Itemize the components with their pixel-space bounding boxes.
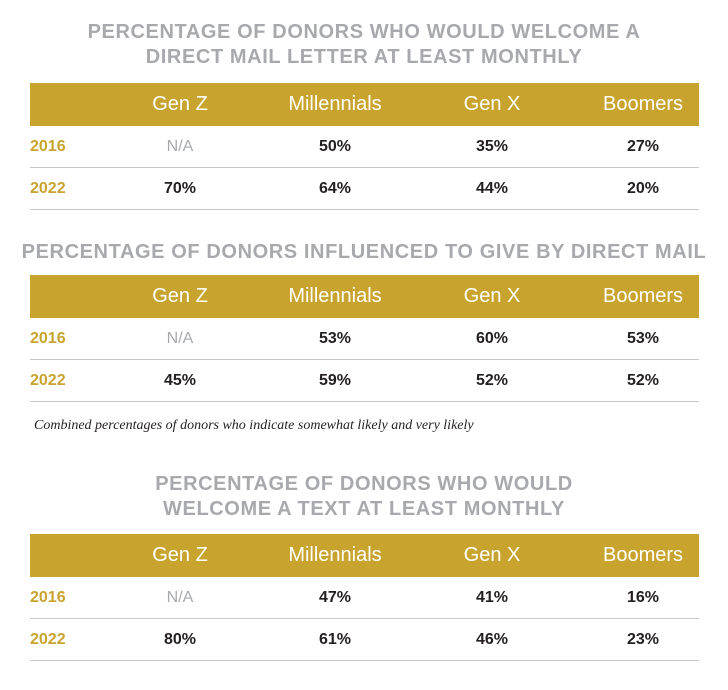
cell-gen-z: N/A [166,330,194,347]
header-gen-z: Gen Z [152,285,208,307]
table-row: 2022 80% 61% 46% 23% [30,619,699,661]
cell-millennials: 61% [318,631,352,648]
cell-boomers: 53% [626,330,660,347]
row-year: 2022 [30,372,66,389]
section2-header-row: Gen Z Millennials Gen X Boomers [30,275,699,318]
table-row: 2022 45% 59% 52% 52% [30,360,699,402]
cell-gen-z: 70% [163,180,197,197]
section1-header-row: Gen Z Millennials Gen X Boomers [30,83,699,126]
header-gen-x: Gen X [463,544,521,566]
row-year: 2016 [30,138,66,155]
header-gen-z: Gen Z [152,544,208,566]
section2-title-line1: PERCENTAGE OF DONORS INFLUENCED TO GIVE … [21,241,707,263]
section1-table: Gen Z Millennials Gen X Boomers 2016 N/A… [30,83,699,210]
cell-gen-x: 41% [475,589,509,606]
section3-header-row: Gen Z Millennials Gen X Boomers [30,534,699,577]
cell-gen-x: 44% [475,180,509,197]
cell-gen-x: 35% [475,138,509,155]
header-boomers: Boomers [602,93,684,115]
cell-gen-x: 46% [475,631,509,648]
row-year: 2016 [30,330,66,347]
header-millennials: Millennials [288,285,382,307]
table-row: 2022 70% 64% 44% 20% [30,168,699,210]
cell-millennials: 64% [318,180,352,197]
cell-millennials: 59% [318,372,352,389]
table-row: 2016 N/A 50% 35% 27% [30,126,699,168]
footnote: Combined percentages of donors who indic… [34,418,474,433]
cell-gen-z: N/A [166,589,194,606]
row-year: 2022 [30,180,66,197]
section2-title: PERCENTAGE OF DONORS INFLUENCED TO GIVE … [0,240,728,265]
section1-title-line2: DIRECT MAIL LETTER AT LEAST MONTHLY [145,46,583,68]
section3-title-line1: PERCENTAGE OF DONORS WHO WOULD [155,473,573,495]
section3-title-line2: WELCOME A TEXT AT LEAST MONTHLY [163,498,565,520]
cell-boomers: 27% [626,138,660,155]
cell-gen-z: N/A [166,138,194,155]
cell-gen-x: 52% [475,372,509,389]
row-year: 2022 [30,631,66,648]
header-gen-x: Gen X [463,93,521,115]
row-year: 2016 [30,589,66,606]
cell-gen-z: 45% [163,372,197,389]
header-boomers: Boomers [602,544,684,566]
cell-millennials: 47% [318,589,352,606]
header-millennials: Millennials [288,93,382,115]
cell-gen-z: 80% [163,631,197,648]
section3-title: PERCENTAGE OF DONORS WHO WOULD WELCOME A… [0,472,728,522]
section3-table: Gen Z Millennials Gen X Boomers 2016 N/A… [30,534,699,661]
cell-boomers: 23% [626,631,660,648]
table-row: 2016 N/A 47% 41% 16% [30,577,699,619]
cell-boomers: 16% [626,589,660,606]
header-gen-x: Gen X [463,285,521,307]
section1-title: PERCENTAGE OF DONORS WHO WOULD WELCOME A… [0,20,728,70]
header-millennials: Millennials [288,544,382,566]
header-gen-z: Gen Z [152,93,208,115]
cell-boomers: 52% [626,372,660,389]
cell-boomers: 20% [626,180,660,197]
cell-millennials: 50% [318,138,352,155]
cell-gen-x: 60% [475,330,509,347]
cell-millennials: 53% [318,330,352,347]
section2-table: Gen Z Millennials Gen X Boomers 2016 N/A… [30,275,699,402]
header-boomers: Boomers [602,285,684,307]
section1-title-line1: PERCENTAGE OF DONORS WHO WOULD WELCOME A [87,21,641,43]
table-row: 2016 N/A 53% 60% 53% [30,318,699,360]
